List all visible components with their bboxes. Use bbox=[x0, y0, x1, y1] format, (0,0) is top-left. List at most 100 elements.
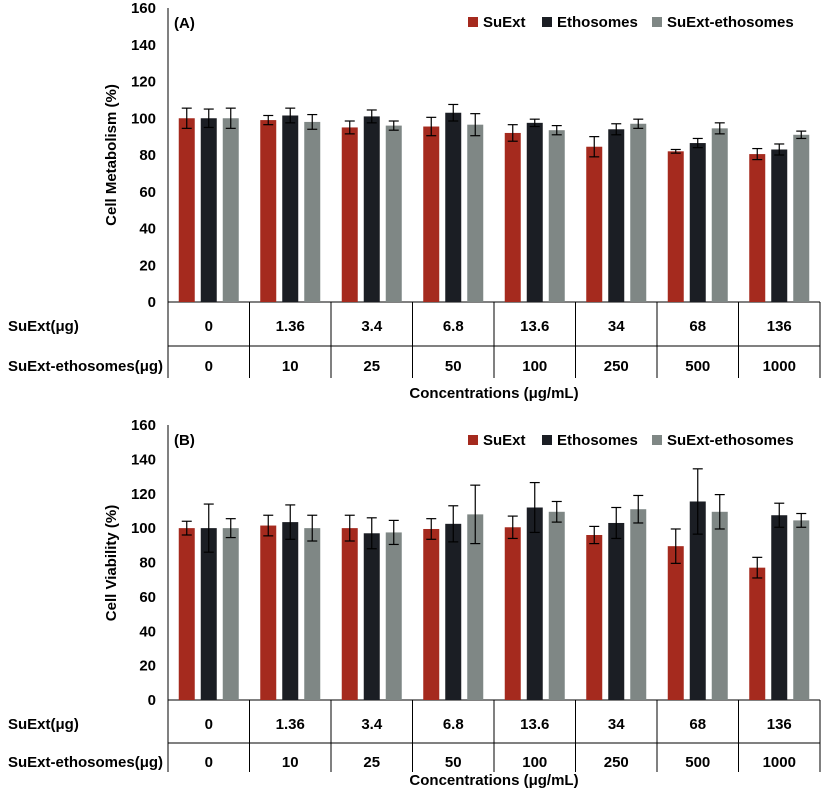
concentration-table-b: SuExt(μg) SuExt-ethosomes(μg) 0 0 1.36 10 3.4 2… bbox=[8, 700, 821, 772]
bar-ethosomes-b bbox=[363, 533, 380, 700]
suext-dose-cell-b: 34 bbox=[608, 716, 625, 733]
suext-dose-cell-a: 0 bbox=[205, 318, 213, 335]
y-axis-ticks-a: 0 20 40 60 80 100 120 140 160 bbox=[131, 0, 156, 311]
legend-label-suext-b: SuExt bbox=[483, 432, 526, 449]
y-tick-label-a: 140 bbox=[131, 37, 156, 54]
ethosome-dose-cell-a: 100 bbox=[522, 358, 547, 375]
row-label-suext-b: SuExt(μg) bbox=[8, 716, 79, 733]
panel-label-a: (A) bbox=[174, 15, 195, 32]
bar-ethosomes-a bbox=[363, 116, 380, 302]
legend-label-ethosomes-a: Ethosomes bbox=[557, 14, 638, 31]
suext-dose-cell-b: 13.6 bbox=[520, 716, 549, 733]
ethosome-dose-cell-a: 25 bbox=[363, 358, 380, 375]
y-tick-label-a: 120 bbox=[131, 74, 156, 91]
ethosome-dose-cell-a: 500 bbox=[685, 358, 710, 375]
legend-a: SuExt Ethosomes SuExt-ethosomes bbox=[468, 14, 794, 31]
ethosome-dose-cell-b: 50 bbox=[445, 754, 462, 771]
bar-suext-ethosomes-a bbox=[793, 134, 810, 302]
suext-dose-cell-a: 3.4 bbox=[361, 318, 383, 335]
ethosome-dose-cell-b: 10 bbox=[282, 754, 299, 771]
bar-suext-a bbox=[260, 120, 277, 303]
y-tick-label-b: 120 bbox=[131, 486, 156, 503]
row-label-suext-a: SuExt(μg) bbox=[8, 318, 79, 335]
bar-suext-ethosomes-a bbox=[548, 130, 565, 302]
bar-ethosomes-a bbox=[200, 118, 217, 302]
y-axis-label-a: Cell Metabolism (%) bbox=[103, 84, 120, 226]
ethosome-dose-cell-b: 25 bbox=[363, 754, 380, 771]
bar-ethosomes-b bbox=[771, 515, 788, 700]
suext-dose-cell-b: 1.36 bbox=[276, 716, 305, 733]
bar-ethosomes-b bbox=[608, 522, 625, 700]
bar-ethosomes-b bbox=[282, 522, 299, 700]
legend-swatch-suext-b bbox=[468, 435, 478, 445]
suext-dose-cell-a: 68 bbox=[689, 318, 706, 335]
y-axis-label-b: Cell Viability (%) bbox=[103, 505, 120, 621]
y-tick-label-b: 100 bbox=[131, 520, 156, 537]
bar-suext-ethosomes-b bbox=[548, 511, 565, 700]
y-tick-label-a: 160 bbox=[131, 0, 156, 17]
bar-ethosomes-b bbox=[200, 528, 217, 700]
bar-suext-b bbox=[586, 535, 603, 700]
row-label-suext-ethosomes-a: SuExt-ethosomes(μg) bbox=[8, 358, 163, 375]
suext-dose-cell-a: 34 bbox=[608, 318, 625, 335]
bars-a bbox=[178, 103, 810, 303]
bar-suext-b bbox=[178, 528, 195, 700]
bar-suext-ethosomes-a bbox=[711, 128, 728, 302]
bar-suext-b bbox=[341, 528, 358, 700]
bar-suext-a bbox=[423, 126, 440, 302]
y-tick-label-b: 60 bbox=[139, 589, 156, 606]
bar-suext-b bbox=[260, 525, 277, 700]
y-tick-label-b: 80 bbox=[139, 555, 156, 572]
ethosome-dose-cell-b: 1000 bbox=[763, 754, 796, 771]
suext-dose-cell-a: 6.8 bbox=[443, 318, 464, 335]
legend-b: SuExt Ethosomes SuExt-ethosomes bbox=[468, 432, 794, 449]
bar-ethosomes-b bbox=[526, 507, 543, 700]
legend-label-suext-a: SuExt bbox=[483, 14, 526, 31]
y-tick-label-b: 40 bbox=[139, 623, 156, 640]
ethosome-dose-cell-a: 1000 bbox=[763, 358, 796, 375]
bar-suext-ethosomes-b bbox=[385, 532, 402, 700]
bar-ethosomes-a bbox=[608, 129, 625, 302]
y-tick-label-b: 0 bbox=[148, 692, 156, 709]
row-label-suext-ethosomes-b: SuExt-ethosomes(μg) bbox=[8, 754, 163, 771]
bar-suext-b bbox=[749, 567, 766, 700]
ethosome-dose-cell-b: 250 bbox=[604, 754, 629, 771]
bar-ethosomes-a bbox=[282, 115, 299, 303]
ethosome-dose-cell-b: 0 bbox=[205, 754, 213, 771]
legend-swatch-suext-ethosomes-a bbox=[652, 17, 662, 27]
y-tick-label-a: 40 bbox=[139, 221, 156, 238]
bar-suext-ethosomes-b bbox=[222, 528, 239, 700]
y-tick-label-a: 20 bbox=[139, 257, 156, 274]
bar-ethosomes-a bbox=[445, 112, 462, 302]
y-tick-label-a: 0 bbox=[148, 294, 156, 311]
bar-suext-ethosomes-a bbox=[385, 125, 402, 302]
bar-ethosomes-a bbox=[526, 122, 543, 302]
bar-suext-b bbox=[423, 528, 440, 700]
suext-dose-cell-b: 6.8 bbox=[443, 716, 464, 733]
bar-suext-ethosomes-b bbox=[711, 511, 728, 700]
ethosome-dose-cell-b: 100 bbox=[522, 754, 547, 771]
bar-suext-a bbox=[341, 127, 358, 302]
suext-dose-cell-b: 3.4 bbox=[361, 716, 383, 733]
bar-suext-a bbox=[667, 151, 684, 302]
bar-suext-ethosomes-a bbox=[467, 124, 484, 303]
panel-label-b: (B) bbox=[174, 432, 195, 449]
legend-label-suext-ethosomes-b: SuExt-ethosomes bbox=[667, 432, 794, 449]
bar-suext-ethosomes-a bbox=[630, 123, 647, 302]
bar-ethosomes-b bbox=[689, 501, 706, 700]
bar-suext-b bbox=[667, 546, 684, 700]
suext-dose-cell-a: 1.36 bbox=[276, 318, 305, 335]
x-axis-label-a: Concentrations (μg/mL) bbox=[409, 385, 578, 402]
bar-suext-ethosomes-b bbox=[304, 528, 321, 700]
bar-suext-ethosomes-b bbox=[467, 514, 484, 700]
legend-swatch-suext-a bbox=[468, 17, 478, 27]
bar-suext-a bbox=[749, 154, 766, 302]
bar-suext-ethosomes-b bbox=[793, 520, 810, 700]
bar-suext-a bbox=[586, 146, 603, 302]
legend-label-suext-ethosomes-a: SuExt-ethosomes bbox=[667, 14, 794, 31]
legend-swatch-ethosomes-b bbox=[542, 435, 552, 445]
bar-suext-b bbox=[504, 527, 521, 700]
bar-suext-ethosomes-a bbox=[222, 118, 239, 302]
bar-suext-a bbox=[504, 132, 521, 302]
